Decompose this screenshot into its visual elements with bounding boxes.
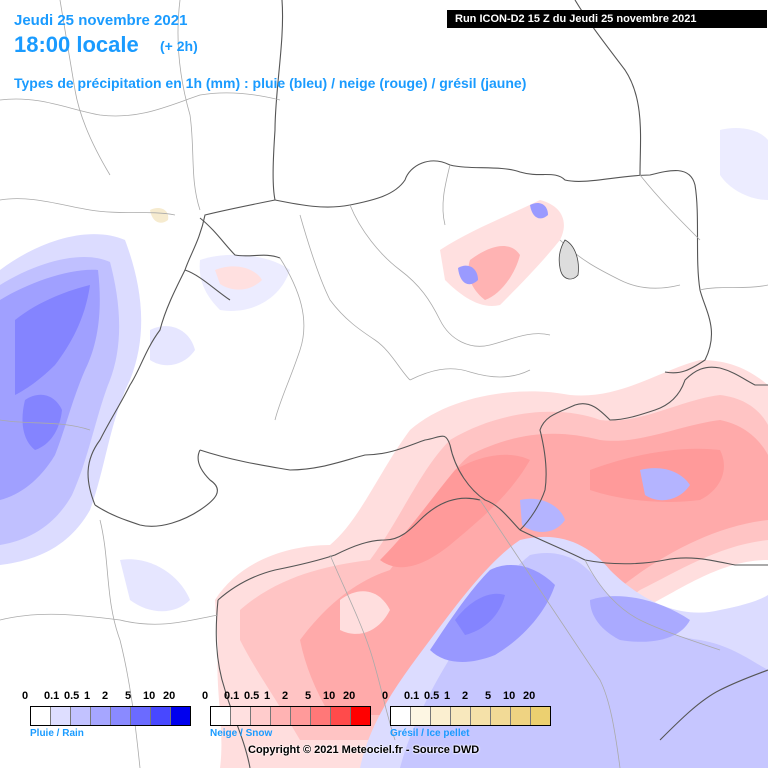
- legend-swatch: [251, 707, 271, 725]
- legend-swatch: [91, 707, 111, 725]
- tick-label: 0: [22, 690, 29, 702]
- legend-swatch: [431, 707, 451, 725]
- forecast-date: Jeudi 25 novembre 2021: [14, 12, 188, 29]
- tick-label: 2: [102, 690, 109, 702]
- legend-swatch: [491, 707, 511, 725]
- legend-swatch: [271, 707, 291, 725]
- lake-hatch: [558, 239, 579, 280]
- tick-label: 2: [282, 690, 289, 702]
- legend-snow-label: Neige / Snow: [210, 728, 273, 739]
- rain-field-west: [0, 234, 290, 612]
- model-run-banner: Run ICON-D2 15 Z du Jeudi 25 novembre 20…: [447, 10, 767, 28]
- tick-label: 0.5: [424, 690, 440, 702]
- legend-rain-swatches: [30, 706, 191, 726]
- tick-label: 5: [305, 690, 312, 702]
- tick-label: 0.1: [404, 690, 420, 702]
- country-borders: [87, 0, 768, 768]
- legend-swatch: [351, 707, 370, 725]
- legend-swatch: [511, 707, 531, 725]
- legend-swatch: [211, 707, 231, 725]
- legend-swatch: [411, 707, 431, 725]
- legend-swatch: [531, 707, 550, 725]
- legend-ice-swatches: [390, 706, 551, 726]
- legend-ice-label: Grésil / Ice pellet: [390, 728, 470, 739]
- legend-swatch: [111, 707, 131, 725]
- legend-rain-label: Pluie / Rain: [30, 728, 84, 739]
- legend-snow-swatches: [210, 706, 371, 726]
- tick-label: 20: [343, 690, 356, 702]
- tick-label: 0.5: [244, 690, 260, 702]
- tick-label: 20: [523, 690, 536, 702]
- tick-label: 0.1: [44, 690, 60, 702]
- tick-label: 5: [125, 690, 132, 702]
- precipitation-types-title: Types de précipitation en 1h (mm) : plui…: [14, 75, 527, 91]
- copyright: Copyright © 2021 Meteociel.fr - Source D…: [248, 744, 480, 756]
- legend-swatch: [331, 707, 351, 725]
- tick-label: 1: [84, 690, 91, 702]
- legend-swatch: [391, 707, 411, 725]
- tick-label: 10: [323, 690, 336, 702]
- forecast-time: 18:00 locale: [14, 32, 139, 57]
- legend-swatch: [151, 707, 171, 725]
- tick-label: 1: [264, 690, 271, 702]
- tick-label: 0.1: [224, 690, 240, 702]
- tick-label: 0.5: [64, 690, 80, 702]
- tick-label: 10: [143, 690, 156, 702]
- tick-label: 0: [382, 690, 389, 702]
- legend-swatch: [451, 707, 471, 725]
- legend-swatch: [71, 707, 91, 725]
- legend-swatch: [471, 707, 491, 725]
- legend-swatch: [31, 707, 51, 725]
- tick-label: 0: [202, 690, 209, 702]
- legend-swatch: [171, 707, 190, 725]
- tick-label: 20: [163, 690, 176, 702]
- legend-swatch: [291, 707, 311, 725]
- tick-label: 1: [444, 690, 451, 702]
- legend-swatch: [231, 707, 251, 725]
- legend-swatch: [311, 707, 331, 725]
- tick-label: 5: [485, 690, 492, 702]
- legend-swatch: [131, 707, 151, 725]
- tick-label: 2: [462, 690, 469, 702]
- legend-swatch: [51, 707, 71, 725]
- tick-label: 10: [503, 690, 516, 702]
- snow-cell-north: [150, 200, 564, 306]
- utc-offset: (+ 2h): [160, 38, 198, 54]
